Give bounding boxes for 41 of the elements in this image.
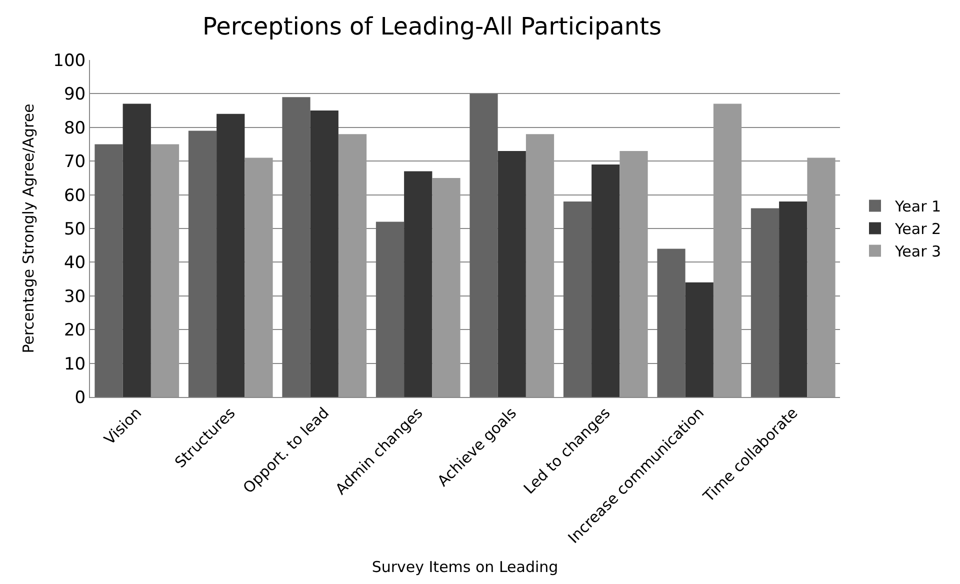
legend-label: Year 3 <box>894 242 942 261</box>
bar <box>620 150 648 397</box>
y-tick-label: 20 <box>64 320 86 341</box>
bar <box>779 202 808 397</box>
y-axis-title: Percentage Strongly Agree/Agree <box>19 104 38 354</box>
bar <box>713 104 742 397</box>
bar <box>188 130 217 397</box>
x-axis-title: Survey Items on Leading <box>372 558 558 576</box>
y-tick-label: 30 <box>64 286 86 307</box>
y-tick-label: 90 <box>64 84 86 105</box>
legend-label: Year 1 <box>894 198 942 216</box>
bar <box>432 178 460 397</box>
bar <box>310 110 338 397</box>
y-tick-label: 80 <box>64 118 86 138</box>
bar <box>657 248 686 397</box>
y-tick-label: 40 <box>64 253 86 274</box>
y-tick-label: 70 <box>64 152 86 172</box>
bar <box>282 97 310 397</box>
y-tick-label: 50 <box>64 219 86 240</box>
bar <box>807 158 836 397</box>
bar <box>122 104 151 397</box>
bar <box>404 171 432 397</box>
bar <box>498 150 526 397</box>
bar <box>470 94 498 397</box>
y-tick-label: 60 <box>64 186 86 206</box>
chart-title: Perceptions of Leading-All Participants <box>202 12 662 40</box>
bar <box>94 144 123 397</box>
bar <box>150 144 180 397</box>
bar <box>216 114 245 397</box>
bar <box>563 202 592 397</box>
bar <box>685 282 714 397</box>
y-tick-label: 0 <box>74 388 86 408</box>
bar <box>376 222 404 397</box>
bar <box>750 208 780 397</box>
y-tick-label: 10 <box>64 354 86 374</box>
bar <box>338 134 367 397</box>
legend-label: Year 2 <box>894 220 942 238</box>
bar <box>592 164 620 397</box>
bar <box>526 134 554 397</box>
bar <box>244 158 273 397</box>
y-tick-label: 100 <box>53 50 86 71</box>
